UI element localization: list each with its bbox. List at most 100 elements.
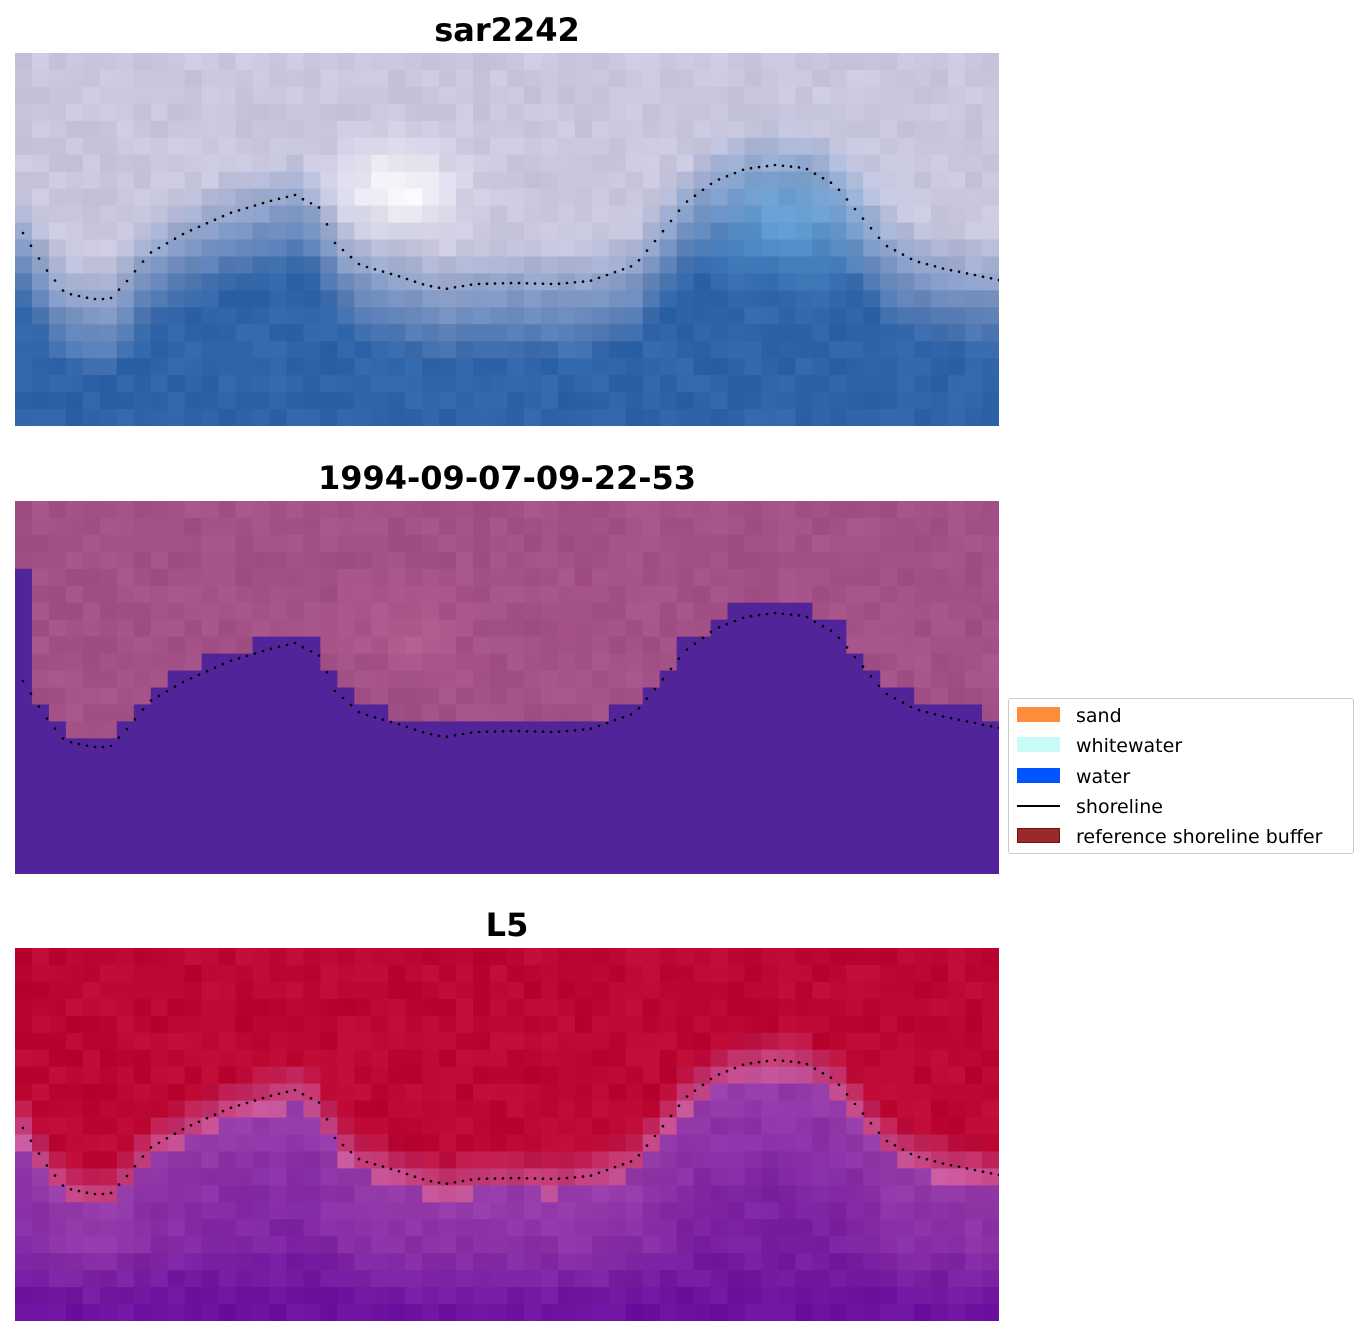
shoreline-point xyxy=(613,718,617,722)
legend-label: shoreline xyxy=(1076,796,1163,818)
shoreline-point xyxy=(797,1061,801,1064)
shoreline-point xyxy=(293,641,297,645)
shoreline-point xyxy=(749,1061,753,1065)
shoreline-point xyxy=(533,730,537,733)
shoreline-point xyxy=(701,636,705,640)
shoreline-point xyxy=(725,174,729,178)
shoreline-point xyxy=(973,273,977,277)
shoreline-point xyxy=(405,1172,409,1176)
shoreline-point xyxy=(445,1182,449,1185)
shoreline-point xyxy=(261,201,265,205)
shoreline-point xyxy=(245,654,249,658)
shoreline-point xyxy=(469,731,473,734)
shoreline-point xyxy=(245,206,249,210)
shoreline-point xyxy=(397,1170,401,1173)
shoreline-point xyxy=(405,725,409,729)
legend-item-shoreline: shoreline xyxy=(1009,796,1353,818)
shoreline-point xyxy=(997,726,999,730)
shoreline-point xyxy=(93,745,97,749)
shoreline-point xyxy=(437,734,441,738)
shoreline-point xyxy=(773,1058,777,1062)
shoreline-point xyxy=(509,281,513,285)
shoreline-point xyxy=(469,1178,473,1181)
shoreline-point xyxy=(749,614,753,618)
shoreline-point xyxy=(317,1101,321,1104)
shoreline-point xyxy=(69,741,73,744)
shoreline-point xyxy=(381,718,385,721)
shoreline-point xyxy=(205,221,209,225)
shoreline-point xyxy=(917,260,921,264)
shoreline-point xyxy=(213,218,217,221)
shoreline-point xyxy=(149,1146,153,1149)
shoreline-point xyxy=(125,279,129,283)
shoreline-point xyxy=(197,673,201,677)
shoreline-point xyxy=(53,279,57,282)
shoreline-point xyxy=(965,1167,969,1170)
shoreline-point xyxy=(589,727,593,730)
shoreline-point xyxy=(837,636,841,640)
panel-title-3: L5 xyxy=(485,906,529,944)
image-pixels xyxy=(15,53,999,426)
shoreline-point xyxy=(757,613,761,617)
shoreline-point xyxy=(877,1131,881,1135)
shoreline-point xyxy=(373,716,377,719)
shoreline-point xyxy=(229,211,233,214)
shoreline-point xyxy=(165,242,169,245)
shoreline-point xyxy=(829,1076,833,1079)
shoreline-point xyxy=(805,1062,809,1066)
shoreline-point xyxy=(701,1083,705,1087)
shoreline-point xyxy=(845,1093,849,1096)
legend-label: reference shoreline buffer xyxy=(1076,826,1323,848)
shoreline-point xyxy=(781,1059,785,1063)
shoreline-point xyxy=(325,1118,329,1121)
shoreline-point xyxy=(893,697,897,700)
shoreline-point xyxy=(637,706,641,710)
shoreline-point xyxy=(869,674,873,678)
shoreline-point xyxy=(365,713,369,717)
shoreline-point xyxy=(45,1164,49,1167)
shoreline-point xyxy=(189,677,193,680)
shoreline-point xyxy=(565,729,569,733)
shoreline-point xyxy=(853,655,857,659)
shoreline-point xyxy=(549,282,553,286)
shoreline-point xyxy=(269,199,273,203)
shoreline-point xyxy=(909,705,913,709)
shoreline-point xyxy=(165,1137,169,1140)
shoreline-point xyxy=(237,209,241,212)
shoreline-point xyxy=(941,267,945,270)
shoreline-point xyxy=(141,708,145,711)
shoreline-point xyxy=(21,231,25,235)
shoreline-point xyxy=(733,171,737,175)
shoreline-point xyxy=(597,276,601,280)
shoreline-point xyxy=(765,164,769,168)
shoreline-point xyxy=(565,1176,569,1180)
shoreline-point xyxy=(373,268,377,271)
shoreline-point xyxy=(685,648,689,651)
shoreline-point xyxy=(909,1152,913,1156)
shoreline-point xyxy=(557,730,561,733)
shoreline-point xyxy=(725,1069,729,1073)
shoreline-point xyxy=(477,730,481,734)
shoreline-point xyxy=(333,241,337,245)
shoreline-point xyxy=(69,1188,73,1191)
shoreline-point xyxy=(53,727,57,730)
shoreline-point xyxy=(981,723,985,726)
shoreline-point xyxy=(429,284,433,288)
shoreline-point xyxy=(477,282,481,286)
shoreline-point xyxy=(517,1176,521,1180)
shoreline-point xyxy=(781,612,785,616)
image-pixels xyxy=(15,948,999,1321)
shoreline-point xyxy=(797,614,801,617)
shoreline-point xyxy=(405,277,409,281)
shoreline-point xyxy=(261,1096,265,1100)
shoreline-point xyxy=(837,1083,841,1087)
shoreline-point xyxy=(381,1165,385,1168)
shoreline-point xyxy=(685,200,689,203)
shoreline-point xyxy=(917,1155,921,1159)
shoreline-point xyxy=(61,737,65,740)
shoreline-point xyxy=(557,1177,561,1180)
shoreline-point xyxy=(37,1152,41,1155)
shoreline-point xyxy=(877,684,881,688)
shoreline-point xyxy=(189,229,193,232)
shoreline-point xyxy=(861,1112,865,1115)
